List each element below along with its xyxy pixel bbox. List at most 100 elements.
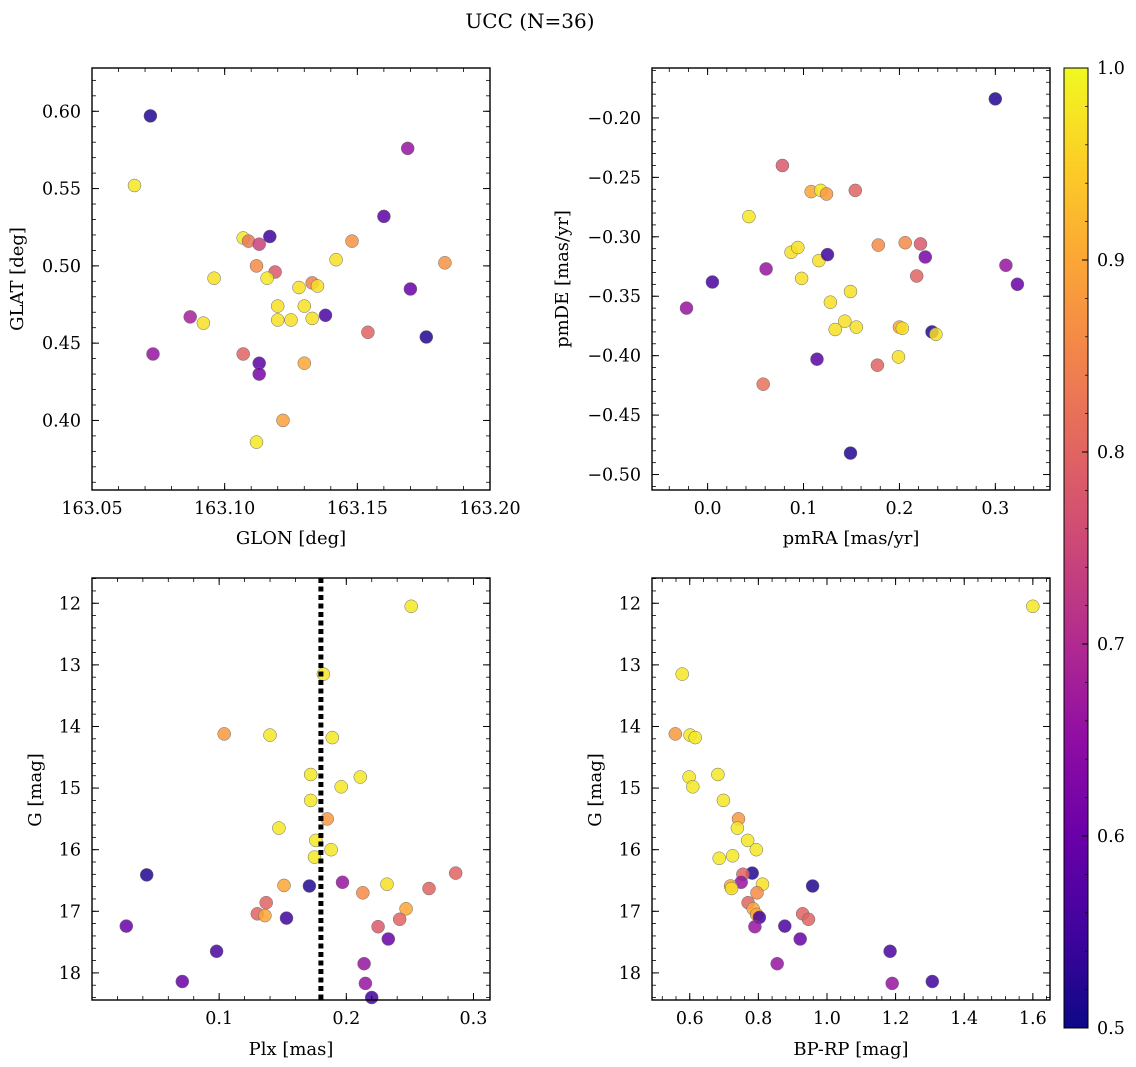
plot-frame [91,67,491,491]
data-point [207,271,221,285]
data-point [249,259,264,273]
data-point [716,793,731,808]
data-point [711,767,725,782]
data-points [127,109,452,449]
x-tick-label: 0.0 [694,499,722,519]
y-tick-label: −0.50 [587,466,641,486]
y-tick-label: −0.35 [587,287,641,307]
data-point [838,314,852,328]
data-point [909,269,924,283]
x-tick-label: 0.3 [981,499,1009,519]
data-point [793,932,807,946]
data-point [209,944,224,959]
colorbar-gradient [1063,67,1089,1029]
data-point [438,256,452,270]
data-point [392,912,407,927]
data-point [325,730,340,745]
data-point [143,109,158,123]
data-points [679,92,1025,460]
data-point [356,886,370,900]
y-tick-label: 15 [619,779,641,799]
x-tick-label: 163.05 [61,499,122,519]
data-point [999,258,1013,273]
data-point [310,279,325,293]
y-axis-label: G [mag] [25,753,46,826]
y-tick-label: 16 [619,841,641,861]
data-point [404,599,418,614]
y-tick-label: 0.50 [42,257,81,277]
y-tick-label: 0.45 [42,334,81,354]
x-axis-label: BP-RP [mag] [793,1039,908,1060]
data-point [925,974,940,989]
x-tick-label: 0.1 [790,499,818,519]
y-tick-label: 18 [619,964,641,984]
y-tick-label: −0.45 [587,406,641,426]
data-point [848,183,863,198]
x-tick-label: 163.10 [194,499,255,519]
data-point [345,234,359,248]
data-point [819,187,834,201]
data-point [849,320,864,334]
x-tick-label: 163.20 [459,499,520,519]
data-point [119,919,134,933]
x-tick-label: 1.4 [950,1009,978,1029]
x-tick-label: 0.2 [886,499,914,519]
data-point [329,252,343,267]
x-tick-label: 0.1 [205,1009,233,1029]
data-point [843,446,858,460]
data-point [297,356,312,370]
y-tick-label: −0.20 [587,109,641,129]
y-tick-label: 12 [59,594,81,614]
data-point [279,911,294,925]
data-point [775,158,790,173]
data-point [679,301,694,315]
data-point [750,886,764,900]
y-tick-label: 12 [619,594,641,614]
data-point [1026,599,1040,614]
data-point [335,875,350,890]
data-point [688,730,702,745]
y-axis-label: pmDE [mas/yr] [552,210,573,348]
colorbar-tick-label: 0.7 [1097,635,1125,655]
y-tick-label: 13 [59,656,81,676]
panel-plx-g: Plx [mas] G [mag] 0.1 0.2 0.3 12 13 14 15 16 17 1… [25,577,491,1060]
data-point [725,849,740,863]
data-point [139,868,154,882]
y-tick-label: 15 [59,779,81,799]
data-point [305,311,319,326]
data-point [749,842,764,857]
y-tick-label: 18 [59,964,81,984]
x-tick-label: 0.8 [744,1009,772,1029]
plot-frame [651,67,1051,491]
data-point [297,299,312,313]
data-point [748,919,762,934]
data-point [361,325,375,340]
data-point [885,976,899,991]
data-point [146,347,160,361]
x-tick-label: 1.0 [813,1009,841,1029]
data-point [249,435,264,449]
data-point [334,780,348,794]
plot-frame [651,577,1051,1001]
y-tick-label: 0.60 [42,102,81,122]
data-point [891,350,906,364]
data-point [828,322,842,337]
data-point [272,821,286,835]
data-point [263,229,277,244]
data-point [303,793,318,808]
data-point [730,821,745,835]
data-point [791,240,805,255]
data-point [263,728,277,742]
data-point [668,727,683,741]
data-point [196,316,211,330]
x-axis-label: pmRA [mas/yr] [783,528,920,549]
figure-title: UCC (N=36) [465,9,594,33]
x-tick-label: 0.6 [676,1009,704,1029]
data-point [759,262,773,276]
data-point [740,833,755,848]
data-point [419,330,434,344]
data-point [712,851,726,866]
plot-frame [91,577,491,1001]
y-tick-label: 0.55 [42,180,81,200]
